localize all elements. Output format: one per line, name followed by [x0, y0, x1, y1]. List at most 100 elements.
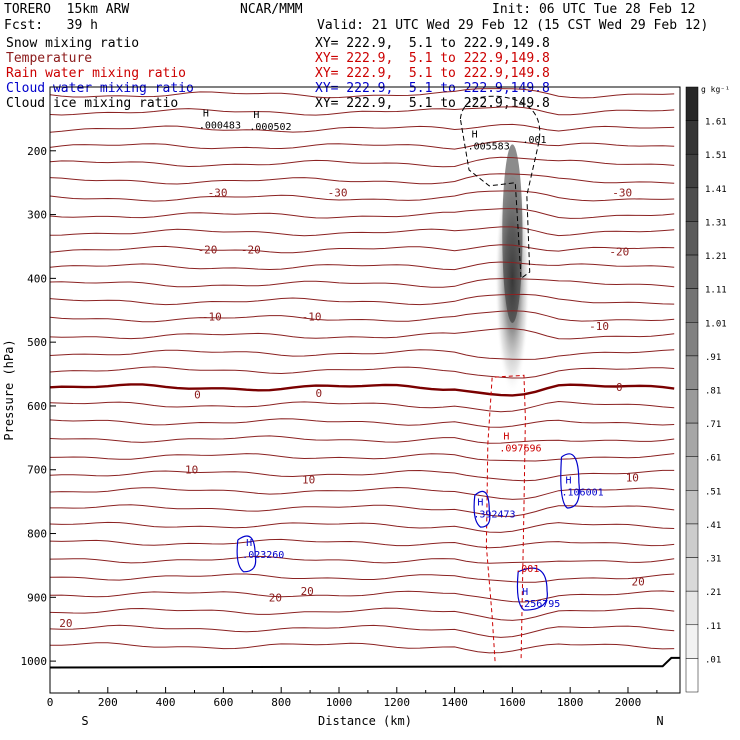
colorbar-cell	[685, 86, 699, 121]
north-end-label: N	[656, 714, 663, 728]
isotherm-line	[50, 400, 675, 413]
isotherm-line	[50, 435, 675, 444]
field-name-temperature: Temperature	[6, 51, 93, 66]
colorbar-cell	[685, 221, 699, 256]
field-xy-temperature: XY= 222.9, 5.1 to 222.9,149.8	[315, 51, 550, 66]
temperature-label: -20	[609, 246, 629, 259]
maximum-marker: H	[203, 109, 209, 120]
plot-frame	[49, 86, 681, 694]
isotherm-line	[50, 418, 675, 428]
maximum-value: .256795	[518, 599, 560, 610]
temperature-label: 20	[301, 585, 314, 598]
temperature-label: 20	[269, 591, 282, 604]
temperature-label: -20	[241, 244, 261, 257]
colorbar-label: 1.51	[705, 151, 727, 161]
colorbar-cell	[685, 120, 699, 155]
maximum-value: .023260	[242, 550, 284, 561]
temperature-label: -30	[208, 186, 228, 199]
isotherm-line	[50, 261, 675, 271]
temperature-label: 20	[59, 617, 72, 630]
temperature-label: 20	[631, 575, 644, 588]
colorbar-label: .61	[705, 454, 721, 464]
temperature-label: -30	[612, 186, 632, 199]
maximum-marker: H	[253, 110, 259, 121]
maximum-marker: H	[472, 130, 478, 141]
temperature-label: 0	[315, 387, 322, 400]
maximum-value: .000483	[199, 121, 241, 132]
isotherm-line	[50, 486, 675, 500]
maximum-value: .000502	[249, 122, 291, 133]
isotherm-line	[50, 88, 675, 99]
y-tick-label: 400	[27, 272, 47, 285]
x-axis-label: Distance (km)	[318, 714, 412, 728]
isotherm-line	[50, 208, 675, 219]
colorbar-label: 1.11	[705, 286, 727, 296]
isotherm-line	[50, 293, 675, 306]
colorbar-label: .41	[705, 521, 721, 531]
colorbar-cell	[685, 254, 699, 289]
colorbar-cell	[685, 590, 699, 626]
colorbar-cell	[685, 355, 699, 390]
isotherm-line	[50, 278, 675, 288]
temperature-label: 10	[185, 464, 198, 477]
org-title: NCAR/MMM	[240, 2, 303, 17]
y-tick-label: 600	[27, 400, 47, 413]
colorbar-label: .51	[705, 487, 721, 497]
colorbar-label: .11	[705, 622, 721, 632]
isotherm-line	[50, 366, 675, 379]
colorbar-cell	[685, 322, 699, 357]
field-xy-snow: XY= 222.9, 5.1 to 222.9,149.8	[315, 36, 550, 51]
field-name-rain: Rain water mixing ratio	[6, 66, 187, 81]
temperature-label: -10	[589, 320, 609, 333]
x-tick-label: 0	[47, 696, 54, 709]
cloud-ice-contour	[459, 95, 541, 280]
x-tick-label: 1400	[441, 696, 468, 709]
colorbar-label: 1.21	[705, 252, 727, 262]
isotherm-line	[50, 469, 675, 482]
cloud-water-contour	[560, 453, 580, 509]
temperature-label: 10	[302, 473, 315, 486]
colorbar-cell	[685, 523, 699, 558]
model-title: TORERO 15km ARW	[4, 2, 130, 17]
colorbar-cell	[685, 389, 699, 424]
forecast-hour: Fcst: 39 h	[4, 18, 98, 33]
isotherm-line	[50, 106, 675, 116]
x-tick-label: 1200	[384, 696, 411, 709]
south-end-label: S	[81, 714, 88, 728]
colorbar-cell	[685, 624, 699, 659]
isotherm-line	[50, 173, 675, 185]
y-tick-label: 900	[27, 591, 47, 604]
isotherm-line	[50, 244, 675, 254]
maximum-marker: H	[477, 498, 483, 509]
cloud-water-contour	[473, 490, 491, 528]
cloud-water-contour	[516, 567, 548, 611]
colorbar-label: .71	[705, 420, 721, 430]
colorbar-label: 1.41	[705, 185, 727, 195]
y-tick-label: 500	[27, 336, 47, 349]
isotherm-line	[50, 156, 675, 168]
colorbar-label: .21	[705, 588, 721, 598]
colorbar-cell	[685, 456, 699, 491]
maximum-value: .106001	[562, 487, 604, 498]
isotherm-line	[50, 642, 675, 654]
y-axis-label: Pressure (hPa)	[2, 339, 16, 440]
isotherm-line	[50, 555, 675, 564]
maximum-value: .001	[515, 564, 539, 575]
colorbar-unit: g kg⁻¹	[701, 85, 730, 94]
colorbar-label: 1.31	[705, 218, 727, 228]
y-tick-label: 200	[27, 145, 47, 158]
field-name-cloud-water: Cloud water mixing ratio	[6, 81, 194, 96]
field-name-snow: Snow mixing ratio	[6, 36, 140, 51]
x-tick-label: 200	[98, 696, 118, 709]
x-tick-label: 2000	[615, 696, 642, 709]
isotherm-line	[50, 328, 675, 340]
y-tick-label: 300	[27, 209, 47, 222]
isotherm-line	[50, 383, 675, 397]
surface-line	[50, 656, 680, 669]
colorbar-cell	[685, 422, 699, 457]
temperature-label: 0	[194, 388, 201, 401]
maximum-marker: H	[503, 431, 509, 442]
colorbar-label: .91	[705, 353, 721, 363]
isotherm-line	[50, 573, 675, 583]
